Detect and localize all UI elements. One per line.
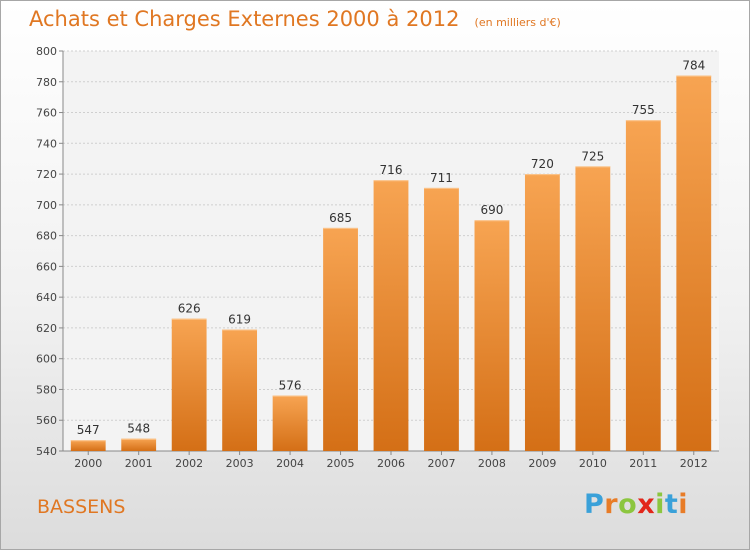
y-tick-label: 800 bbox=[36, 45, 57, 58]
labels: 540 560 580 600 620 640 660 680 700 720 740 760 780 8… bbox=[36, 45, 708, 470]
logo-letter: o bbox=[618, 489, 638, 520]
bar-2006 bbox=[373, 180, 409, 451]
x-tick-label: 2008 bbox=[478, 457, 506, 470]
y-tick-label: 700 bbox=[36, 199, 57, 212]
y-tick-label: 640 bbox=[36, 291, 57, 304]
data-label: 576 bbox=[279, 379, 302, 393]
logo-letter: i bbox=[678, 489, 689, 520]
place-name: BASSENS bbox=[37, 496, 126, 518]
y-tick-label: 760 bbox=[36, 107, 57, 120]
data-label: 716 bbox=[380, 163, 403, 177]
proxiti-logo[interactable]: Proxiti bbox=[584, 489, 688, 520]
logo-letter: r bbox=[604, 489, 619, 520]
bar-2009 bbox=[524, 174, 560, 452]
x-tick-label: 2011 bbox=[629, 457, 657, 470]
bar-2000 bbox=[70, 440, 106, 451]
x-tick-label: 2009 bbox=[528, 457, 556, 470]
data-label: 725 bbox=[581, 149, 604, 163]
y-tick-label: 540 bbox=[36, 445, 57, 458]
x-tick-label: 2010 bbox=[579, 457, 607, 470]
chart-subtitle: (en milliers d'€) bbox=[474, 16, 561, 29]
y-tick-label: 620 bbox=[36, 322, 57, 335]
y-tick-label: 680 bbox=[36, 230, 57, 243]
y-tick-label: 600 bbox=[36, 353, 57, 366]
y-tick-label: 740 bbox=[36, 137, 57, 150]
logo-letter: t bbox=[664, 489, 679, 520]
bar-2005 bbox=[323, 227, 358, 451]
data-label: 685 bbox=[329, 211, 352, 225]
title-row: Achats et Charges Externes 2000 à 2012 (… bbox=[29, 7, 561, 31]
data-label: 619 bbox=[228, 312, 251, 326]
bar-2012 bbox=[676, 75, 712, 451]
x-tick-label: 2001 bbox=[125, 457, 153, 470]
logo-letter: i bbox=[655, 489, 665, 520]
y-tick-label: 720 bbox=[36, 168, 57, 181]
bar-2010 bbox=[575, 166, 611, 451]
logo-letter: x bbox=[637, 489, 656, 520]
x-tick-label: 2012 bbox=[680, 457, 708, 470]
x-tick-label: 2002 bbox=[175, 457, 203, 470]
bar-2011 bbox=[625, 120, 661, 451]
data-label: 548 bbox=[127, 422, 150, 436]
x-tick-label: 2000 bbox=[74, 457, 102, 470]
y-tick-label: 660 bbox=[36, 260, 57, 273]
data-label: 720 bbox=[531, 157, 554, 171]
y-tick-label: 780 bbox=[36, 76, 57, 89]
data-label: 547 bbox=[77, 423, 100, 437]
data-label: 690 bbox=[480, 203, 503, 217]
bar-2004 bbox=[272, 395, 308, 451]
x-tick-label: 2006 bbox=[377, 457, 405, 470]
y-tick-label: 580 bbox=[36, 383, 57, 396]
data-label: 784 bbox=[682, 59, 705, 73]
data-label: 626 bbox=[178, 302, 201, 316]
chart-title: Achats et Charges Externes 2000 à 2012 bbox=[29, 7, 460, 31]
logo-letter: P bbox=[584, 489, 605, 520]
bar-2002 bbox=[171, 318, 207, 451]
x-tick-label: 2004 bbox=[276, 457, 304, 470]
y-tick-label: 560 bbox=[36, 414, 57, 427]
x-tick-label: 2003 bbox=[226, 457, 254, 470]
x-tick-label: 2005 bbox=[327, 457, 355, 470]
x-tick-label: 2007 bbox=[427, 457, 455, 470]
bar-2008 bbox=[474, 220, 510, 451]
bar-2001 bbox=[121, 438, 157, 451]
data-label: 755 bbox=[632, 103, 655, 117]
data-label: 711 bbox=[430, 171, 453, 185]
bar-2007 bbox=[424, 187, 459, 451]
bars bbox=[70, 75, 712, 452]
bar-2003 bbox=[222, 329, 258, 451]
